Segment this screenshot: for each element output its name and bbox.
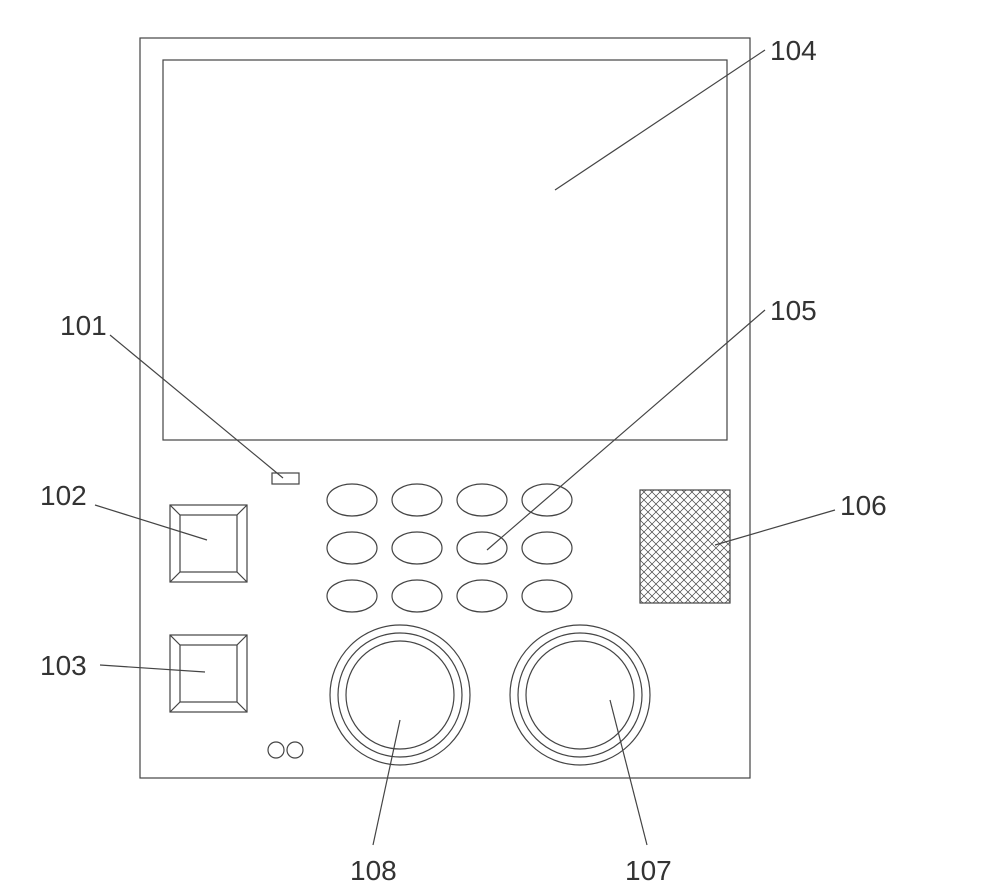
label-106: 106 <box>840 490 887 522</box>
label-101: 101 <box>60 310 107 342</box>
label-104: 104 <box>770 35 817 67</box>
label-108: 108 <box>350 855 397 887</box>
diagram-canvas: 104 105 101 102 106 103 108 107 <box>0 0 1000 893</box>
label-105: 105 <box>770 295 817 327</box>
label-107: 107 <box>625 855 672 887</box>
label-102: 102 <box>40 480 87 512</box>
label-103: 103 <box>40 650 87 682</box>
diagram-svg <box>0 0 1000 893</box>
